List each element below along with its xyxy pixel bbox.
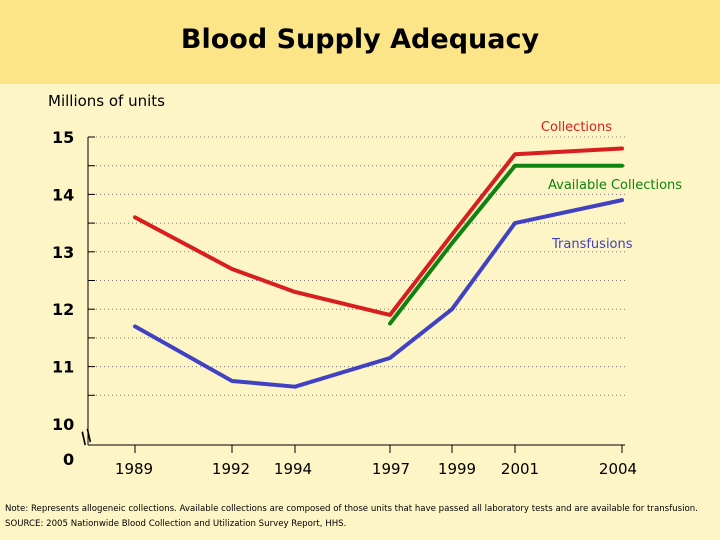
y-tick-label: 0 [63,450,74,469]
footnotes: Note: Represents allogeneic collections.… [5,502,717,532]
x-tick-label: 1999 [438,460,476,478]
x-tick-label: 1997 [372,460,410,478]
x-tick-label: 1992 [212,460,250,478]
y-tick-label: 12 [52,300,74,319]
x-tick-label: 2004 [599,460,637,478]
y-tick-label: 11 [52,358,74,377]
series-label: Collections [541,120,612,135]
y-tick-label: 13 [52,243,74,262]
series-label: Available Collections [548,178,682,193]
y-tick-label: 14 [52,185,74,204]
note-text: Note: Represents allogeneic collections.… [5,504,698,514]
series-line-transfusions [133,198,624,389]
title-bar [0,0,720,84]
y-tick-label: 10 [52,415,74,434]
axis-break-mark: // [76,425,96,447]
y-axis-label: Millions of units [48,92,165,110]
x-tick-label: 2001 [501,460,539,478]
x-tick-label: 1989 [115,460,153,478]
series-label: Transfusions [551,237,633,252]
chart-title: Blood Supply Adequacy [180,24,540,55]
series-line-available-collections [388,163,624,326]
line-chart: 15 14 13 12 11 10 0// 1989 1992 1994 1997 1999 2001 2… [52,120,682,478]
x-tick-label: 1994 [274,460,312,478]
y-tick-label: 15 [52,128,74,147]
source-text: SOURCE: 2005 Nationwide Blood Collection… [5,519,347,529]
series-line-collections [133,146,624,317]
